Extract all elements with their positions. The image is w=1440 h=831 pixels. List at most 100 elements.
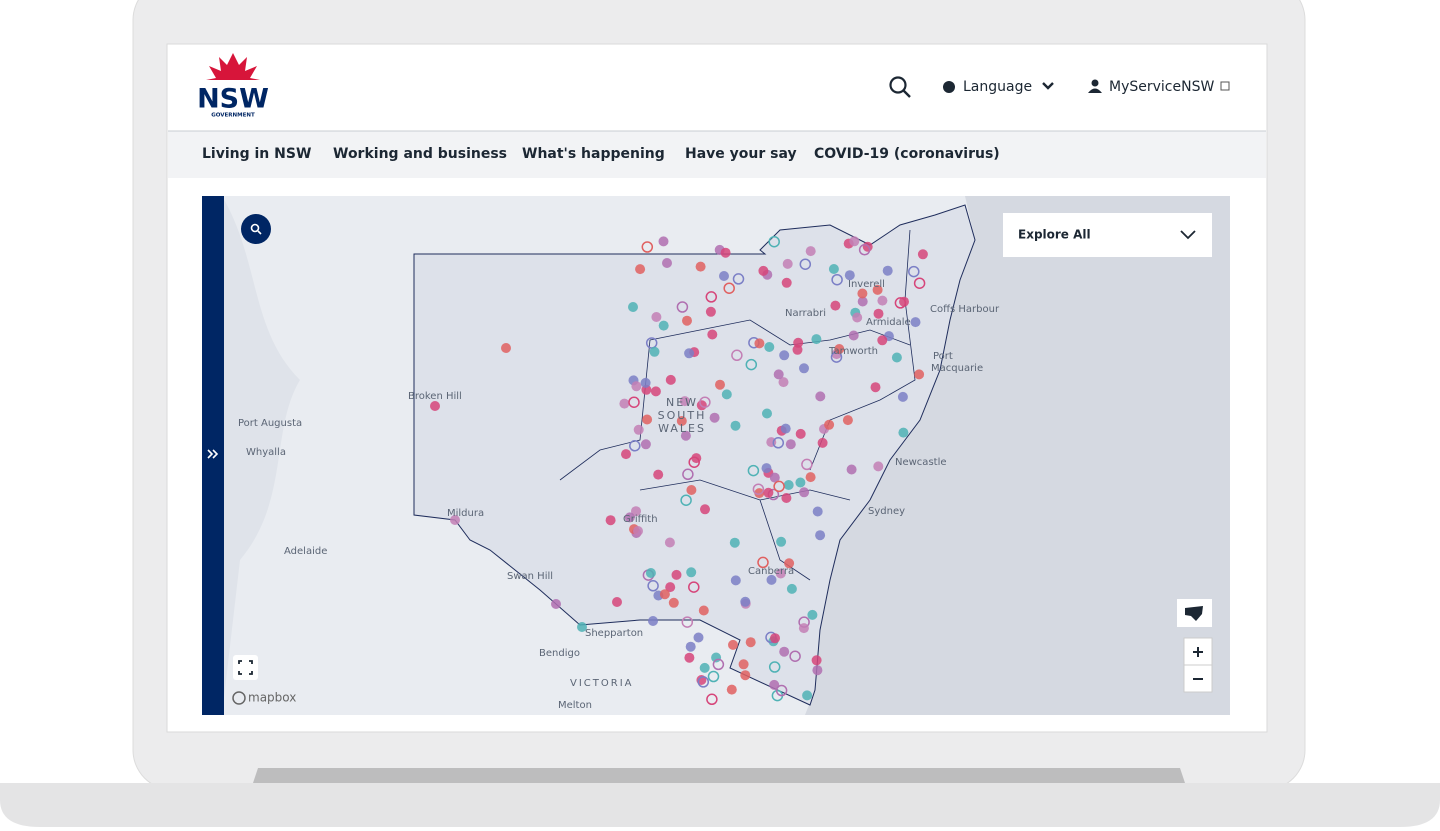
map-marker[interactable]	[807, 609, 818, 620]
map-marker[interactable]	[769, 472, 780, 483]
map-marker[interactable]	[770, 633, 780, 644]
map-marker[interactable]	[645, 568, 656, 578]
map-marker[interactable]	[811, 334, 822, 345]
map-marker[interactable]	[707, 329, 718, 340]
map-marker[interactable]	[799, 487, 810, 498]
map-marker[interactable]	[685, 641, 696, 652]
map-marker[interactable]	[671, 569, 682, 580]
map-marker[interactable]	[857, 296, 868, 307]
map-marker[interactable]	[740, 596, 751, 607]
map-marker[interactable]	[882, 265, 893, 276]
map-marker[interactable]	[699, 396, 711, 408]
map-marker[interactable]	[872, 284, 883, 295]
map-marker[interactable]	[729, 537, 740, 548]
map-marker[interactable]	[870, 382, 881, 393]
map-marker[interactable]	[780, 423, 791, 434]
nav-item[interactable]: Living in NSW	[202, 146, 311, 162]
map-marker[interactable]	[653, 469, 664, 480]
map-marker[interactable]	[709, 412, 720, 423]
map-marker[interactable]	[658, 236, 669, 247]
map-marker[interactable]	[846, 464, 857, 475]
map-marker[interactable]	[763, 487, 774, 498]
map-marker[interactable]	[633, 424, 644, 435]
map-marker[interactable]	[662, 258, 672, 268]
map-marker[interactable]	[688, 456, 700, 468]
map-marker[interactable]	[700, 504, 710, 515]
map-marker[interactable]	[684, 348, 695, 359]
attribution[interactable]: mapbox	[248, 691, 296, 705]
nav-item[interactable]: What's happening	[522, 146, 665, 162]
map-marker[interactable]	[641, 241, 654, 253]
map-marker[interactable]	[799, 363, 809, 374]
map-marker[interactable]	[769, 679, 780, 690]
map-marker[interactable]	[450, 515, 460, 525]
map-marker[interactable]	[621, 449, 631, 460]
map-marker[interactable]	[758, 265, 769, 276]
map-marker[interactable]	[745, 358, 758, 371]
map-marker[interactable]	[650, 386, 661, 397]
map-marker[interactable]	[877, 335, 888, 346]
map-marker[interactable]	[891, 352, 902, 363]
map-marker[interactable]	[917, 249, 928, 260]
map-marker[interactable]	[665, 374, 676, 385]
map-marker[interactable]	[805, 246, 816, 257]
map-marker[interactable]	[812, 665, 823, 676]
map-marker[interactable]	[757, 556, 769, 569]
map-marker[interactable]	[811, 655, 822, 666]
map-marker[interactable]	[640, 377, 651, 388]
map-marker[interactable]	[681, 616, 694, 628]
map-marker[interactable]	[676, 416, 687, 426]
map-marker[interactable]	[649, 346, 660, 357]
map-marker[interactable]	[799, 258, 812, 270]
map-marker[interactable]	[731, 349, 743, 362]
map-marker[interactable]	[628, 302, 638, 312]
map-marker[interactable]	[628, 396, 640, 408]
map-marker[interactable]	[640, 439, 651, 450]
map-marker[interactable]	[720, 247, 731, 258]
map-marker[interactable]	[721, 389, 732, 400]
map-marker[interactable]	[633, 526, 643, 536]
map-marker[interactable]	[852, 312, 863, 323]
map-marker[interactable]	[785, 439, 796, 450]
zoom-in[interactable]	[1193, 647, 1203, 657]
sidebar-toggle[interactable]	[202, 196, 224, 715]
map-marker[interactable]	[842, 415, 853, 426]
map-marker[interactable]	[802, 690, 813, 701]
map-marker[interactable]	[664, 537, 675, 548]
nav-item[interactable]: COVID-19 (coronavirus)	[814, 146, 1000, 162]
map-marker[interactable]	[577, 622, 587, 632]
map-marker[interactable]	[719, 271, 729, 281]
map-marker[interactable]	[762, 408, 772, 419]
map-marker[interactable]	[798, 623, 809, 634]
map-marker[interactable]	[705, 291, 718, 303]
map-marker[interactable]	[754, 338, 765, 349]
language-button[interactable]: Language	[943, 79, 1054, 95]
map-marker[interactable]	[766, 574, 777, 585]
map-marker[interactable]	[824, 419, 835, 430]
map-marker[interactable]	[686, 485, 697, 495]
map-marker[interactable]	[642, 414, 653, 425]
map-marker[interactable]	[695, 261, 706, 272]
map-marker[interactable]	[782, 258, 793, 269]
map-marker[interactable]	[844, 270, 855, 281]
map-marker[interactable]	[684, 652, 695, 663]
map-marker[interactable]	[775, 568, 786, 579]
map-marker[interactable]	[817, 437, 828, 448]
map-marker[interactable]	[707, 670, 720, 683]
map-marker[interactable]	[715, 379, 725, 390]
map-marker[interactable]	[688, 581, 700, 593]
nsw-reset-button[interactable]	[1177, 599, 1212, 627]
map-marker[interactable]	[745, 637, 756, 648]
map-marker[interactable]	[732, 273, 745, 285]
map-marker[interactable]	[775, 684, 788, 697]
map-marker[interactable]	[781, 493, 792, 503]
nav-item[interactable]: Working and business	[333, 146, 507, 162]
map-marker[interactable]	[793, 337, 804, 348]
map-marker[interactable]	[648, 616, 658, 626]
map-marker[interactable]	[726, 684, 737, 695]
map-marker[interactable]	[877, 295, 888, 306]
map-marker[interactable]	[730, 575, 741, 586]
account-link[interactable]: MyServiceNSW	[1088, 79, 1230, 95]
map-marker[interactable]	[679, 396, 690, 407]
map-marker[interactable]	[815, 530, 826, 541]
